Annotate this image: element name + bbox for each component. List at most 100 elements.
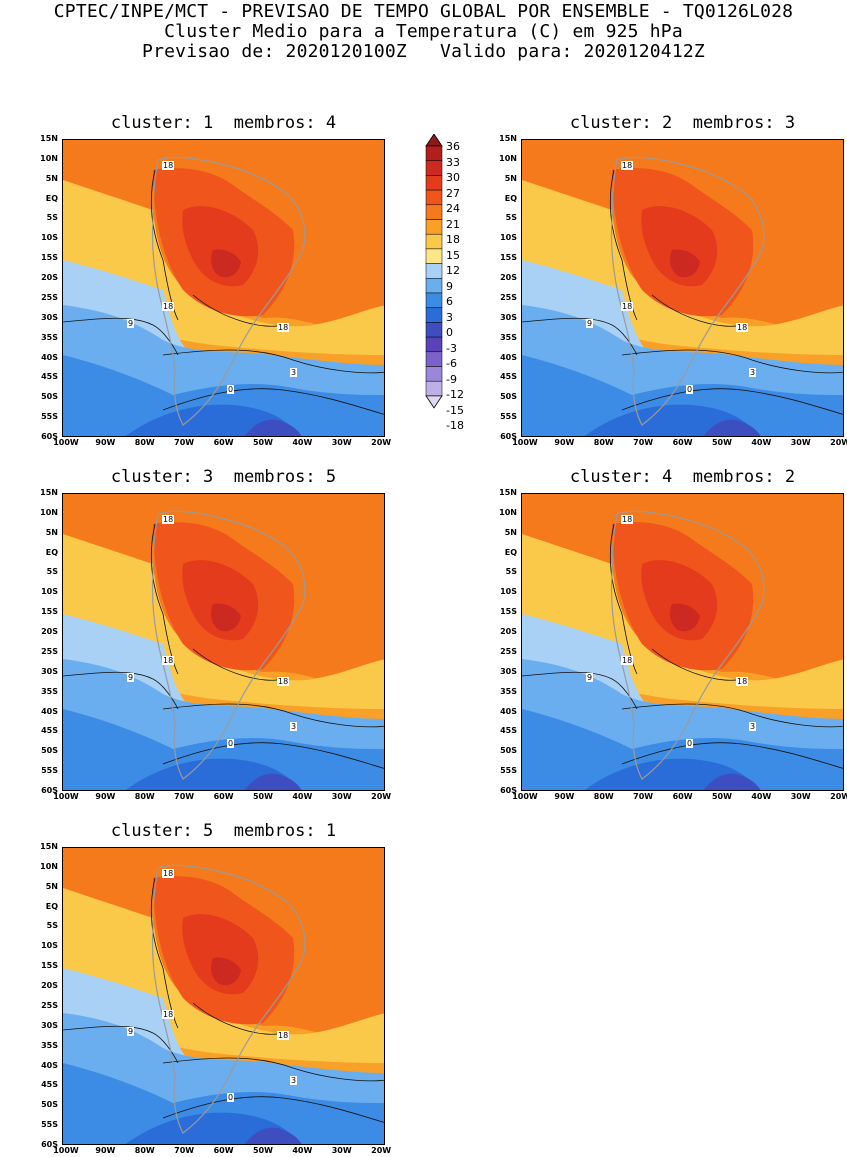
- title-line-2: Cluster Medio para a Temperatura (C) em …: [164, 21, 683, 42]
- lat-tick-label: 15S: [41, 253, 58, 263]
- lat-tick-label: 45S: [500, 726, 517, 736]
- contour-label: 18: [277, 323, 290, 332]
- colorbar-swatch: [425, 351, 443, 367]
- contour-label: 3: [749, 722, 757, 731]
- colorbar-swatch: [425, 204, 443, 220]
- lat-tick-label: EQ: [45, 193, 58, 203]
- contour-label: 0: [227, 739, 235, 748]
- contour-line: [621, 703, 843, 728]
- lat-tick-label: 10S: [500, 587, 517, 597]
- lon-tick-label: 60W: [213, 792, 234, 801]
- colorbar-swatch: [425, 366, 443, 382]
- contour-label: 9: [127, 673, 135, 682]
- contour-line: [162, 742, 384, 769]
- contour-line: [162, 349, 384, 374]
- colorbar-swatch: [425, 336, 443, 353]
- colorbar-label: -9: [446, 372, 457, 386]
- temp-band--3: [244, 773, 302, 790]
- contour-label: 9: [127, 1027, 135, 1036]
- lat-tick-label: 35S: [500, 686, 517, 696]
- lat-tick-label: 55S: [41, 1120, 58, 1130]
- colorbar-label: -12: [446, 388, 464, 401]
- lon-tick-label: 80W: [134, 792, 155, 801]
- lon-tick-label: 80W: [593, 438, 614, 447]
- contour-line: [162, 703, 384, 728]
- lat-tick-label: 35S: [41, 1040, 58, 1050]
- contour-label: 18: [162, 161, 175, 170]
- lat-tick-label: 10N: [40, 153, 58, 163]
- lat-tick-label: 10N: [499, 507, 517, 517]
- lat-tick-label: 50S: [500, 392, 517, 402]
- panel-title-3: cluster: 3 membros: 5: [110, 467, 337, 487]
- contour-label: 0: [686, 385, 694, 394]
- colorbar-label: -18: [446, 419, 464, 432]
- lat-tick-label: 10S: [41, 587, 58, 597]
- lat-tick-label: 60S: [500, 432, 517, 441]
- lon-tick-label: 60W: [213, 1146, 234, 1155]
- coastline: [151, 510, 306, 780]
- lat-tick-label: 30S: [41, 1020, 58, 1030]
- contour-line: [63, 317, 179, 356]
- contour-label: 3: [290, 368, 298, 377]
- lat-tick-label: 15S: [500, 253, 517, 263]
- colorbar-label: 33: [446, 155, 460, 169]
- map-panel-5: [62, 847, 385, 1145]
- temp-band-3: [63, 355, 384, 436]
- contour-label: 18: [162, 656, 175, 665]
- lon-tick-label: 20W: [371, 792, 392, 801]
- colorbar-label: -6: [446, 357, 457, 370]
- lat-tick-label: 45S: [41, 372, 58, 382]
- temp-band-30: [211, 603, 241, 632]
- lat-tick-label: 20S: [41, 627, 58, 637]
- temperature-field: [522, 494, 843, 790]
- colorbar-swatch: [425, 175, 443, 191]
- map-panel-4: [521, 493, 844, 791]
- lat-tick-label: 40S: [500, 352, 517, 362]
- contour-label: 9: [127, 319, 135, 328]
- temperature-field: [63, 494, 384, 790]
- lat-tick-label: EQ: [45, 901, 58, 911]
- colorbar-label: 30: [446, 171, 460, 184]
- colorbar-label: 24: [446, 202, 460, 215]
- temp-band-3: [63, 1063, 384, 1144]
- coastline: [610, 156, 765, 426]
- lat-tick-label: 45S: [41, 1080, 58, 1090]
- contour-label: 18: [621, 302, 634, 311]
- map-panel-3: [62, 493, 385, 791]
- lat-tick-label: EQ: [45, 547, 58, 557]
- lat-tick-label: 40S: [500, 706, 517, 716]
- contour-label: 18: [162, 1010, 175, 1019]
- lat-tick-label: 5S: [505, 213, 517, 223]
- temp-band--3: [244, 1127, 302, 1144]
- lat-tick-label: 60S: [41, 786, 58, 795]
- lat-tick-label: 15N: [499, 134, 517, 143]
- lon-tick-label: 30W: [790, 792, 811, 801]
- lon-tick-label: 50W: [711, 438, 732, 447]
- lat-tick-label: 10N: [40, 507, 58, 517]
- colorbar-swatch: [425, 322, 443, 338]
- colorbar-label: -3: [446, 341, 457, 355]
- temp-band-3: [522, 355, 843, 436]
- lat-tick-label: 30S: [500, 666, 517, 676]
- colorbar-swatch: [425, 160, 443, 176]
- lat-tick-label: 25S: [41, 646, 58, 656]
- lon-tick-label: 50W: [252, 438, 273, 447]
- lon-tick-label: 100W: [53, 438, 79, 447]
- contour-label: 18: [162, 515, 175, 524]
- contour-label: 18: [621, 656, 634, 665]
- temp-band--3: [244, 419, 302, 436]
- temp-band-30: [211, 249, 241, 278]
- colorbar-label: 18: [446, 233, 460, 246]
- lat-tick-label: 40S: [41, 706, 58, 716]
- contour-label: 0: [227, 1093, 235, 1102]
- lon-tick-label: 60W: [213, 438, 234, 447]
- lat-tick-label: 5N: [504, 173, 517, 183]
- lon-tick-label: 30W: [331, 1146, 352, 1155]
- lon-tick-label: 100W: [512, 438, 538, 447]
- lat-tick-label: 50S: [41, 746, 58, 756]
- lat-tick-label: 45S: [41, 726, 58, 736]
- contour-label: 18: [621, 515, 634, 524]
- colorbar-label: 6: [446, 295, 453, 308]
- lat-tick-label: 60S: [41, 432, 58, 441]
- contour-label: 18: [162, 869, 175, 878]
